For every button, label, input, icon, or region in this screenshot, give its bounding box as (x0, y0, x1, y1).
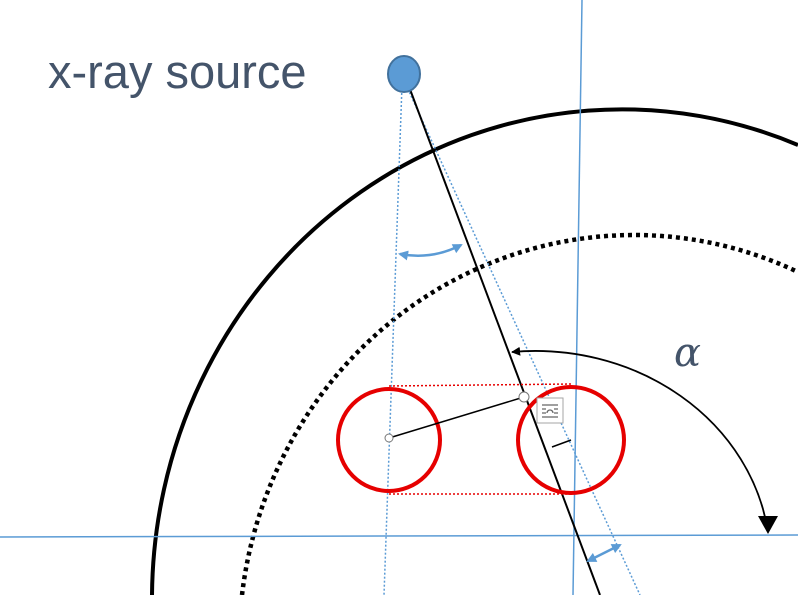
ray-to-left-object (383, 84, 403, 595)
shift-arrow (586, 543, 622, 563)
center-handle[interactable] (384, 433, 394, 443)
object-circle-right (516, 385, 626, 495)
xray-source-label: x-ray source (48, 45, 307, 98)
angle-alpha-arrowhead-bottom (758, 516, 778, 534)
object-circle-left (336, 387, 442, 493)
perpendicular-line (388, 396, 525, 439)
horizontal-reference-line (0, 534, 798, 538)
gantry-inner-dotted-circle (239, 232, 798, 595)
ray-foot-handle[interactable] (518, 391, 530, 403)
ray-to-right-object (405, 84, 641, 595)
central-ray (404, 75, 601, 595)
gantry-outer-circle (150, 107, 798, 595)
vertical-reference-line (572, 0, 583, 595)
fan-angle-arrow (398, 243, 463, 261)
xray-source-dot (387, 55, 421, 93)
angle-alpha-label: α (674, 330, 702, 376)
layout-options-icon[interactable] (536, 397, 564, 424)
angle-alpha-arc (511, 346, 769, 533)
offset-tick (551, 439, 572, 448)
